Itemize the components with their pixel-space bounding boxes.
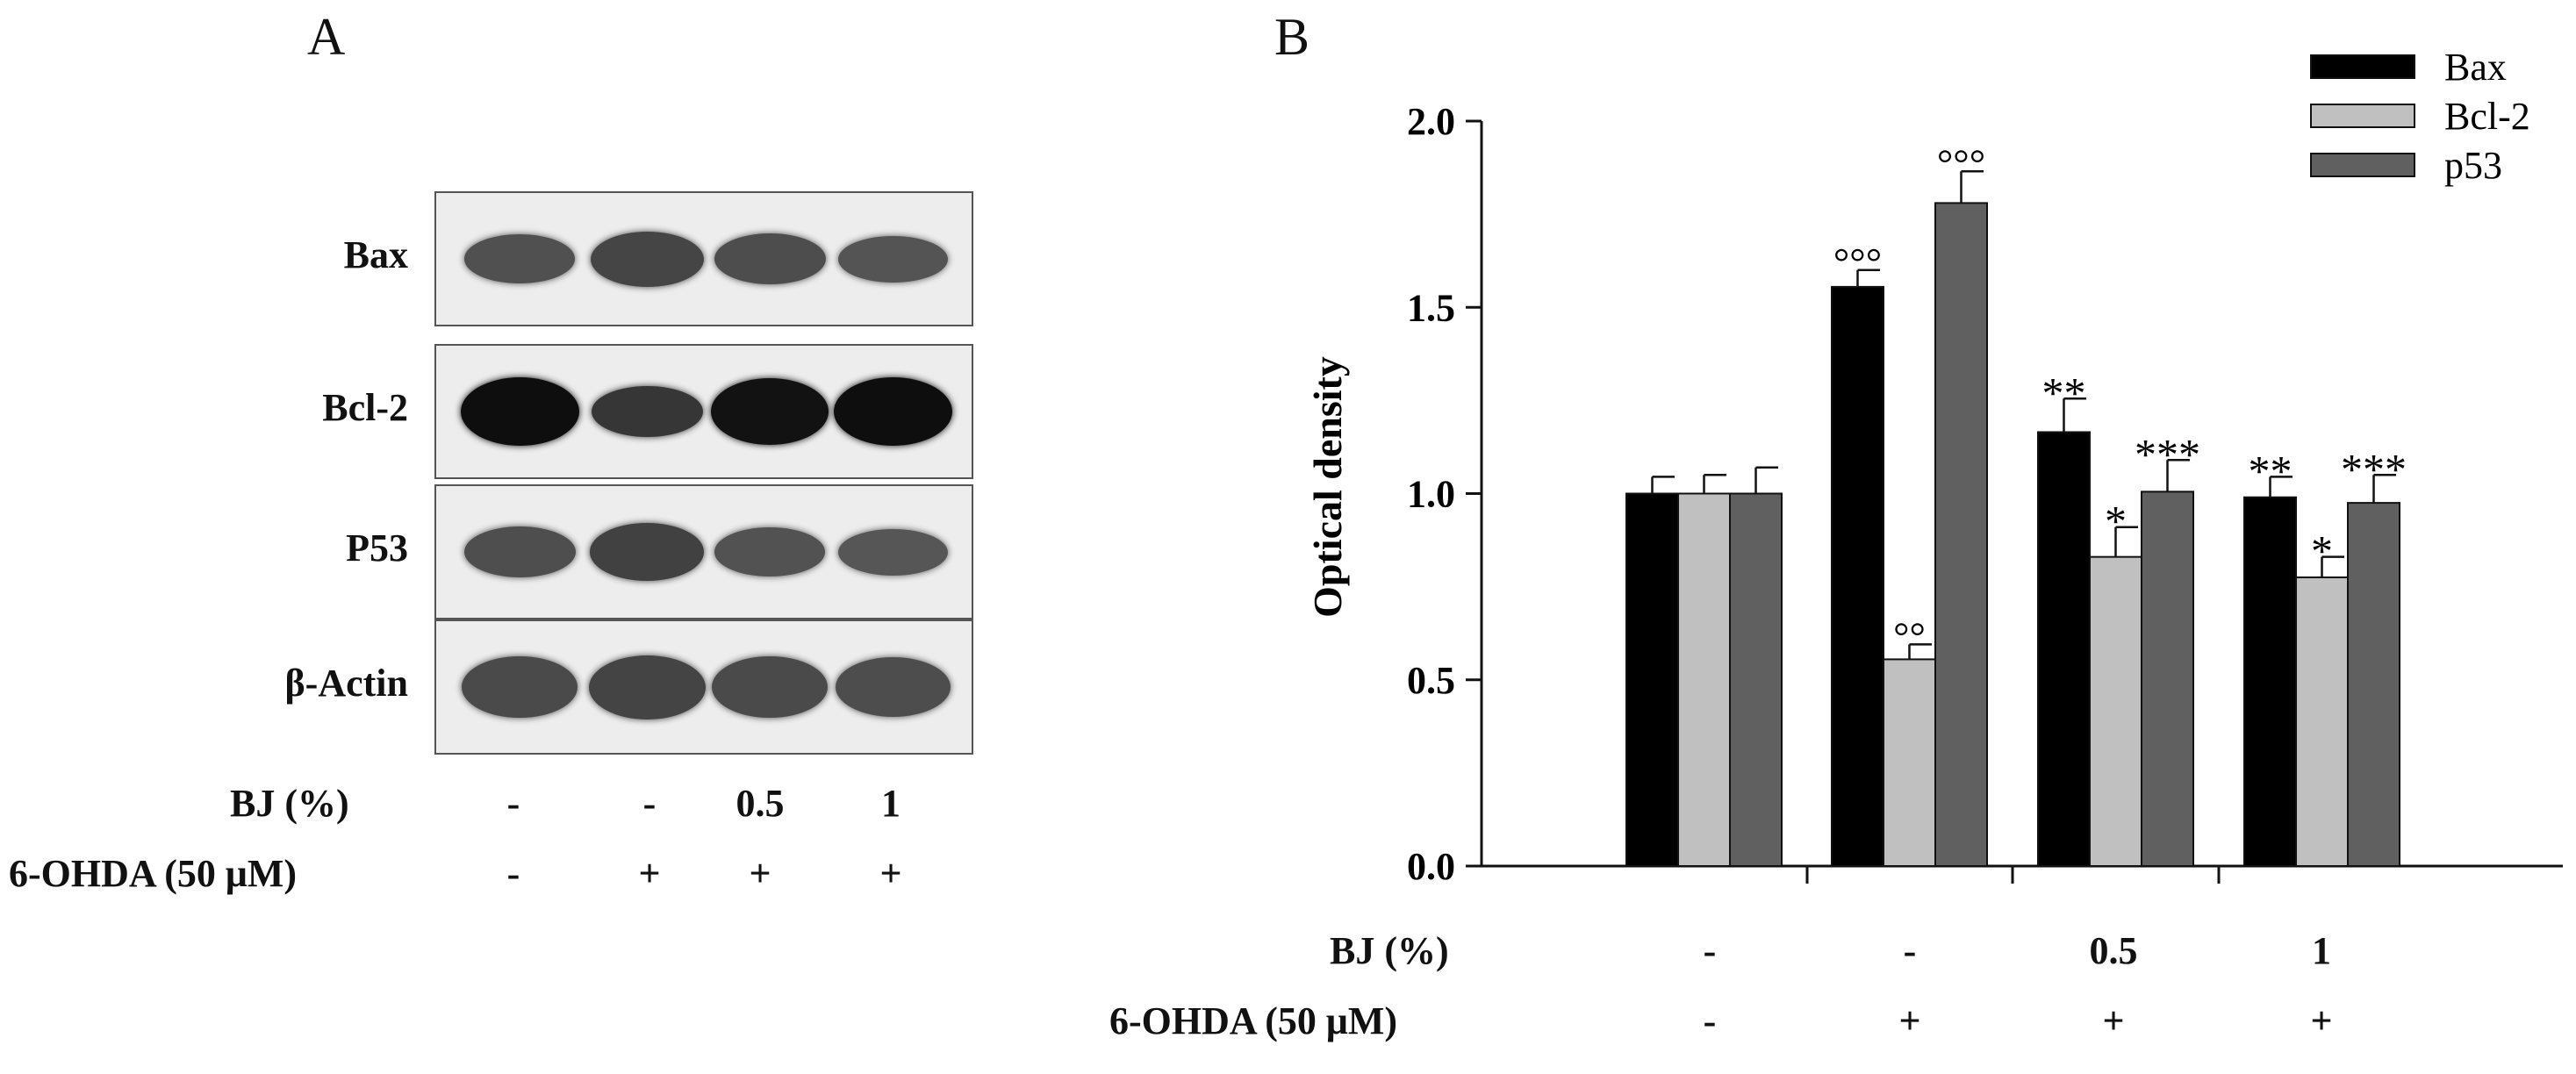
legend-swatch bbox=[2310, 54, 2415, 79]
blot-band bbox=[714, 233, 826, 284]
blot-bj-value: - bbox=[642, 782, 657, 825]
blot-bj-value: - bbox=[506, 782, 520, 825]
blot-band bbox=[833, 377, 952, 446]
significance-label: *** bbox=[2341, 444, 2407, 493]
blot-row-label: P53 bbox=[346, 526, 408, 569]
blot-row-label: Bax bbox=[343, 233, 408, 276]
bar bbox=[1729, 492, 1783, 867]
significance-label: °°° bbox=[1937, 140, 1985, 185]
bar bbox=[2295, 576, 2349, 867]
blot-bj-value: 0.5 bbox=[735, 782, 785, 825]
chart-ohda-value: + bbox=[1898, 999, 1921, 1042]
bar bbox=[1934, 202, 1988, 867]
significance-label: * bbox=[2311, 526, 2333, 576]
significance-label: * bbox=[2105, 497, 2127, 546]
blot-band bbox=[837, 235, 948, 283]
legend-label: Bax bbox=[2444, 46, 2507, 89]
blot-band bbox=[714, 527, 825, 576]
blot-box bbox=[434, 484, 973, 619]
chart-condition-label-bj: BJ (%) bbox=[1330, 929, 1449, 972]
legend-swatch bbox=[2310, 104, 2415, 128]
blot-band bbox=[835, 657, 951, 717]
legend-swatch bbox=[2310, 153, 2415, 177]
chart-bj-value: 1 bbox=[2312, 929, 2331, 972]
chart-ohda-value: + bbox=[2310, 999, 2333, 1042]
blot-band bbox=[588, 655, 706, 720]
bar bbox=[2347, 502, 2400, 867]
blot-band bbox=[837, 528, 948, 576]
blot-band bbox=[712, 655, 828, 719]
panel-b-letter: B bbox=[1274, 8, 1310, 66]
blot-band bbox=[463, 526, 576, 577]
y-tick-label: 1.5 bbox=[1407, 286, 1455, 329]
chart-ohda-value: - bbox=[1703, 999, 1717, 1042]
bar bbox=[1883, 658, 1936, 868]
blot-row-label: β-Actin bbox=[284, 662, 409, 705]
bar bbox=[2141, 490, 2194, 867]
y-tick-label: 2.0 bbox=[1407, 100, 1455, 143]
blot-box bbox=[434, 619, 973, 755]
blot-band bbox=[590, 523, 704, 581]
blot-ohda-value: - bbox=[506, 852, 520, 895]
significance-label: *** bbox=[2135, 429, 2200, 478]
blot-band bbox=[711, 378, 829, 445]
significance-label: ** bbox=[2042, 368, 2086, 417]
chart-bj-value: 0.5 bbox=[2089, 929, 2138, 972]
y-tick-label: 0.0 bbox=[1407, 845, 1455, 888]
y-tick-label: 1.0 bbox=[1407, 473, 1455, 516]
legend-label: Bcl-2 bbox=[2444, 95, 2530, 138]
blot-band bbox=[590, 231, 704, 287]
blot-condition-label-bj: BJ (%) bbox=[230, 782, 349, 825]
blot-ohda-value: + bbox=[879, 852, 902, 895]
bar bbox=[1625, 492, 1679, 867]
bar bbox=[1831, 285, 1884, 867]
blot-condition-label-ohda: 6-OHDA (50 μM) bbox=[9, 852, 298, 895]
chart-condition-label-ohda: 6-OHDA (50 μM) bbox=[1109, 999, 1398, 1042]
significance-label: °°° bbox=[1833, 240, 1882, 284]
bar bbox=[1677, 492, 1731, 867]
blot-box bbox=[434, 344, 973, 479]
significance-label: °° bbox=[1893, 613, 1926, 658]
blot-band bbox=[460, 377, 579, 446]
blot-band bbox=[464, 234, 575, 283]
blot-row-label: Bcl-2 bbox=[322, 386, 408, 429]
significance-label: ** bbox=[2249, 446, 2293, 495]
blot-box bbox=[434, 191, 973, 326]
chart-bj-value: - bbox=[1703, 929, 1717, 972]
y-tick-label: 0.5 bbox=[1407, 659, 1455, 702]
y-axis-label: Optical density bbox=[1305, 356, 1350, 618]
chart-ohda-value: + bbox=[2102, 999, 2125, 1042]
legend-label: p53 bbox=[2444, 144, 2502, 187]
bar bbox=[2037, 431, 2091, 867]
bar bbox=[2243, 496, 2297, 867]
blot-bj-value: 1 bbox=[881, 782, 901, 825]
blot-band bbox=[462, 655, 578, 719]
blot-ohda-value: + bbox=[638, 852, 661, 895]
panel-a-letter: A bbox=[307, 8, 346, 66]
chart-bj-value: - bbox=[1903, 929, 1917, 972]
blot-band bbox=[591, 386, 703, 437]
blot-ohda-value: + bbox=[749, 852, 771, 895]
bar bbox=[2089, 555, 2142, 867]
